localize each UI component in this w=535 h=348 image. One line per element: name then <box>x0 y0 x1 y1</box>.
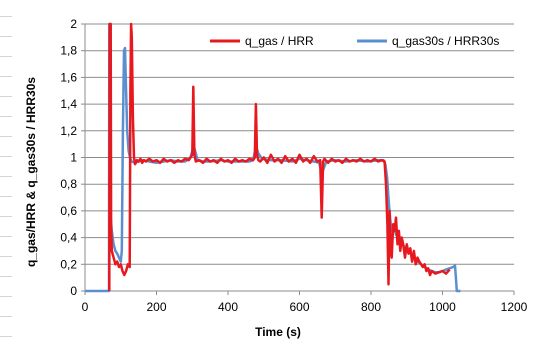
row-divider <box>0 156 12 157</box>
series-line-q-gas <box>108 22 451 292</box>
line-chart: 0 200 400 600 800 1000 1200 0 0,2 0,4 0,6 0,8 1 1,2 1… <box>24 17 528 339</box>
legend-label-q-gas30s: q_gas30s / HRR30s <box>392 34 499 48</box>
x-tick-label: 800 <box>361 300 381 314</box>
x-axis-label: Time (s) <box>255 325 301 339</box>
series-layer <box>85 22 461 293</box>
legend-label-q-gas: q_gas / HRR <box>245 34 314 48</box>
y-tick-label: 1 <box>70 151 77 165</box>
y-tick-label: 1,2 <box>60 124 77 138</box>
row-divider <box>0 16 12 17</box>
row-divider <box>0 96 12 97</box>
y-tick-label: 1,6 <box>60 70 77 84</box>
row-divider <box>0 196 12 197</box>
row-divider <box>0 256 12 257</box>
row-divider <box>0 56 12 57</box>
y-tick-label: 0,2 <box>60 257 77 271</box>
row-divider <box>0 76 12 77</box>
x-axis-ticks: 0 200 400 600 800 1000 1200 <box>82 291 528 314</box>
chart-area[interactable]: 0 200 400 600 800 1000 1200 0 0,2 0,4 0,6 0,8 1 1,2 1… <box>12 0 535 343</box>
row-divider <box>0 136 12 137</box>
row-divider <box>0 176 12 177</box>
row-divider <box>0 216 12 217</box>
legend: q_gas / HRR q_gas30s / HRR30s <box>210 34 499 48</box>
x-tick-label: 0 <box>82 300 89 314</box>
y-tick-label: 1,8 <box>60 44 77 58</box>
y-tick-label: 1,4 <box>60 97 77 111</box>
y-tick-label: 0,4 <box>60 231 77 245</box>
y-axis-label: q_gas/HRR & q_gas30s / HRR30s <box>24 77 38 267</box>
y-tick-label: 2 <box>70 17 77 31</box>
x-tick-label: 1000 <box>429 300 456 314</box>
y-tick-label: 0,8 <box>60 177 77 191</box>
row-divider <box>0 236 12 237</box>
row-divider <box>0 116 12 117</box>
x-tick-label: 600 <box>289 300 309 314</box>
x-tick-label: 200 <box>146 300 166 314</box>
row-divider <box>0 336 12 337</box>
x-tick-label: 1200 <box>501 300 528 314</box>
y-tick-label: 0,6 <box>60 204 77 218</box>
x-tick-label: 400 <box>218 300 238 314</box>
row-divider <box>0 296 12 297</box>
row-divider <box>0 36 12 37</box>
y-axis-ticks: 0 0,2 0,4 0,6 0,8 1 1,2 1,4 1,6 1,8 2 <box>60 17 85 298</box>
row-divider <box>0 276 12 277</box>
row-divider <box>0 316 12 317</box>
y-tick-label: 0 <box>70 284 77 298</box>
